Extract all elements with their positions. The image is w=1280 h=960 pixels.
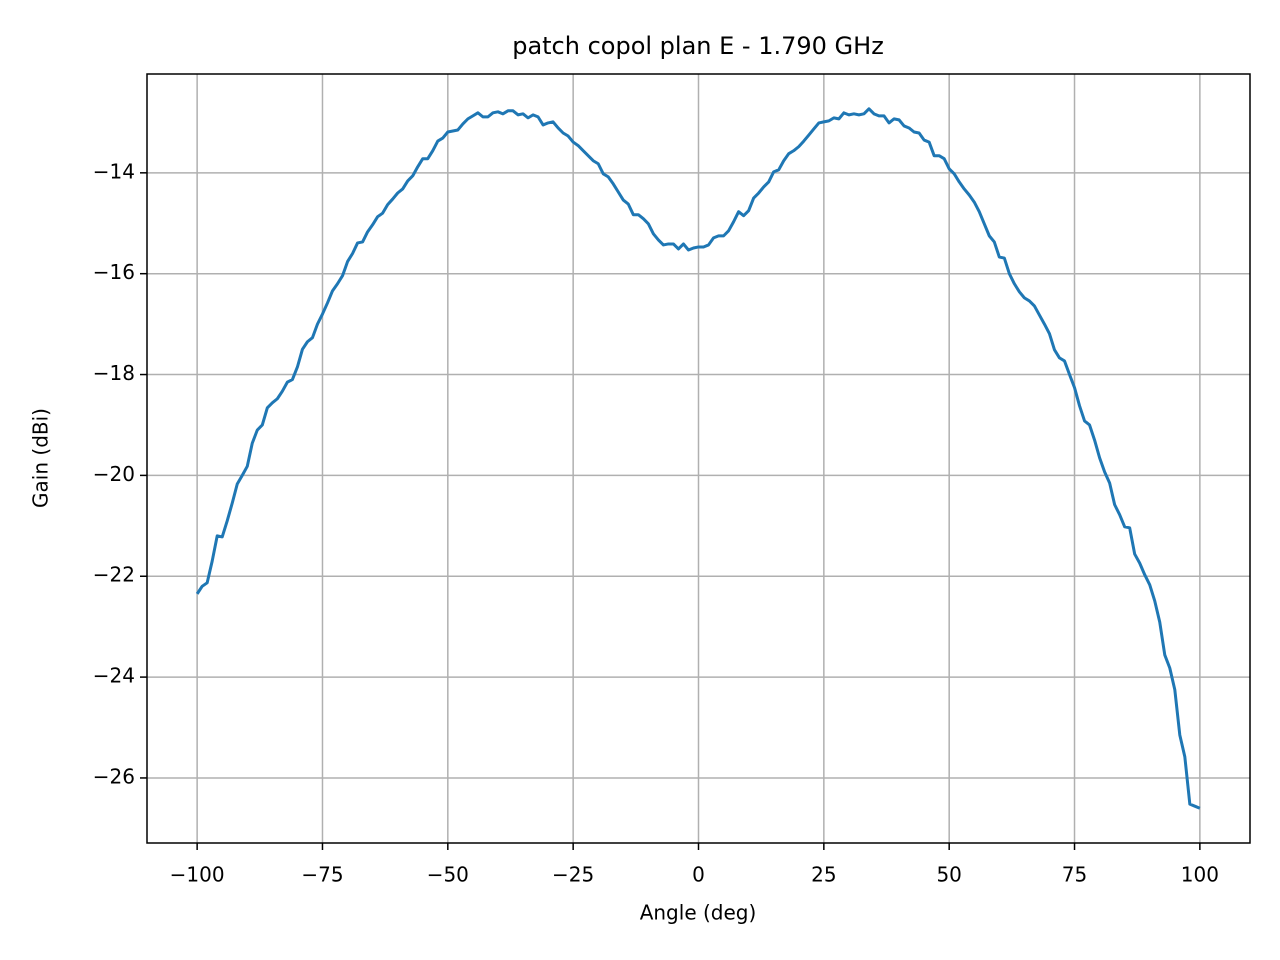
- y-tick-label: −18: [93, 361, 135, 385]
- y-tick-label: −20: [93, 462, 135, 486]
- y-tick-label: −14: [93, 159, 135, 183]
- x-tick-label: 50: [936, 863, 961, 887]
- x-tick-label: −100: [170, 863, 225, 887]
- x-tick-label: 25: [811, 863, 836, 887]
- x-axis-label: Angle (deg): [640, 901, 757, 925]
- x-tick-label: 75: [1062, 863, 1087, 887]
- plot-frame: [146, 73, 1251, 844]
- line-series: [195, 107, 1201, 810]
- y-tick-label: −16: [93, 260, 135, 284]
- chart-title: patch copol plan E - 1.790 GHz: [512, 32, 884, 60]
- x-tick-label: 100: [1181, 863, 1219, 887]
- y-tick-label: −22: [93, 563, 135, 587]
- y-tick-label: −26: [93, 764, 135, 788]
- y-axis-label: Gain (dBi): [29, 408, 53, 508]
- y-tick-label: −24: [93, 664, 135, 688]
- x-tick-label: −75: [301, 863, 343, 887]
- x-tick-label: 0: [692, 863, 705, 887]
- x-tick-label: −50: [427, 863, 469, 887]
- x-tick-label: −25: [552, 863, 594, 887]
